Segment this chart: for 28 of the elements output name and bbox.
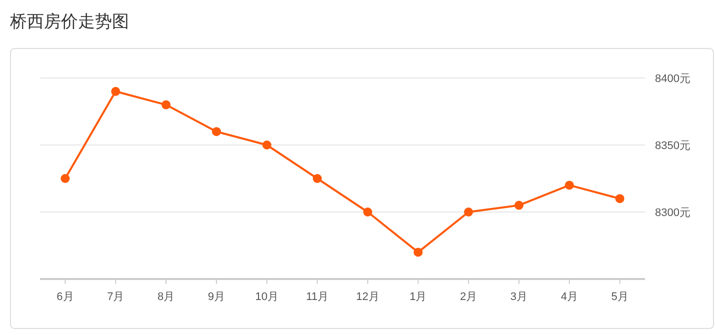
y-tick-label: 8400元 [655, 73, 690, 85]
point [312, 174, 322, 183]
point [111, 86, 120, 96]
x-tick-label: 2月 [460, 291, 478, 303]
x-tick-label: 6月 [56, 291, 74, 303]
point [464, 208, 474, 216]
y-tick-label: 8350元 [655, 140, 690, 152]
point [212, 127, 221, 136]
x-tick-label: 5月 [611, 291, 628, 303]
x-tick-label: 10月 [255, 291, 278, 303]
point [162, 100, 171, 110]
x-tick-label: 9月 [208, 291, 226, 303]
x-tick-label: 7月 [107, 291, 124, 303]
x-tick-label: 4月 [560, 291, 578, 303]
x-tick-label: 12月 [356, 291, 380, 303]
point [414, 248, 423, 257]
point [564, 180, 574, 190]
point [363, 208, 372, 216]
chart-title: 桥西房价走势图 [9, 12, 129, 31]
x-tick-label: 3月 [510, 291, 528, 303]
point [514, 200, 524, 210]
point [615, 194, 624, 204]
x-tick-label: 1月 [410, 291, 427, 303]
point [60, 174, 70, 183]
x-tick-label: 8月 [157, 291, 175, 303]
x-tick-label: 11月 [306, 291, 329, 303]
point [262, 140, 272, 150]
y-tick-label: 8300元 [655, 207, 690, 219]
